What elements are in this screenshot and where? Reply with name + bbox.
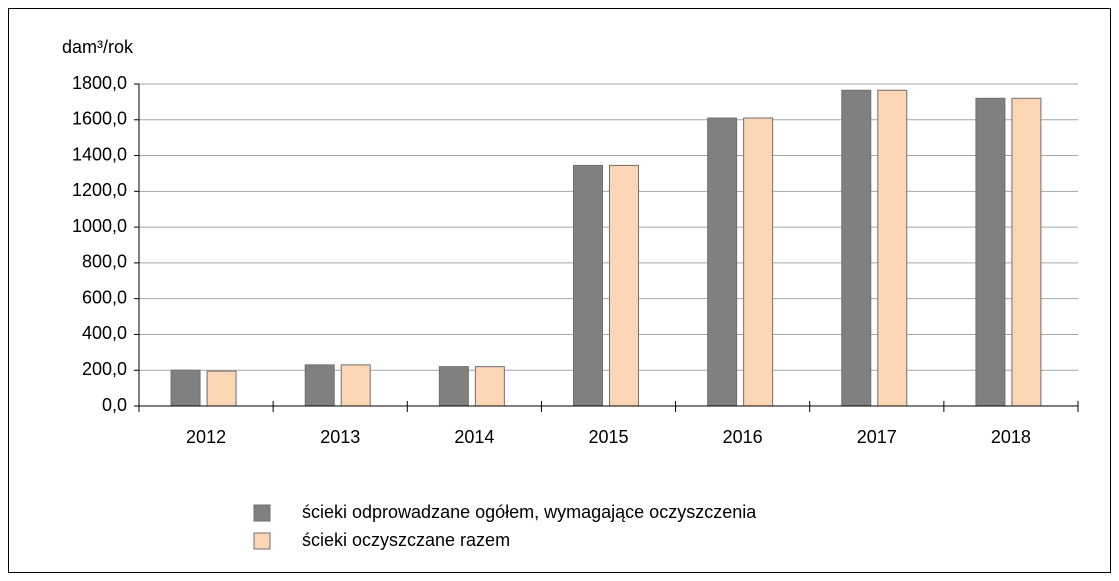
y-tick-label: 0,0 <box>102 395 127 415</box>
chart-frame <box>8 8 1111 573</box>
x-tick-label: 2014 <box>454 427 494 447</box>
y-tick-label: 1800,0 <box>72 73 127 93</box>
bar <box>877 89 908 407</box>
bar <box>206 370 237 407</box>
legend-swatch <box>253 532 271 550</box>
y-tick-label: 800,0 <box>82 252 127 272</box>
bar <box>609 164 639 407</box>
x-tick-label: 2017 <box>857 427 897 447</box>
y-tick-label: 1600,0 <box>72 109 127 129</box>
y-axis-title: dam³/rok <box>62 37 134 57</box>
y-tick-label: 1000,0 <box>72 216 127 236</box>
bar <box>707 117 738 407</box>
bar <box>474 366 505 407</box>
x-tick-label: 2012 <box>186 427 226 447</box>
bar <box>975 97 1006 407</box>
bar <box>438 366 469 407</box>
y-tick-label: 1200,0 <box>72 180 127 200</box>
bar <box>340 364 371 407</box>
x-tick-label: 2013 <box>320 427 360 447</box>
y-tick-label: 1400,0 <box>72 144 127 164</box>
x-tick-label: 2016 <box>723 427 763 447</box>
x-tick-label: 2015 <box>588 427 628 447</box>
bar <box>743 117 774 407</box>
x-tick-label: 2018 <box>991 427 1031 447</box>
y-tick-label: 600,0 <box>82 287 127 307</box>
bar <box>573 164 603 407</box>
bar <box>304 364 335 407</box>
legend-label: ścieki odprowadzane ogółem, wymagające o… <box>302 502 757 522</box>
bar <box>1011 97 1042 407</box>
legend-swatch <box>253 504 271 522</box>
y-tick-label: 200,0 <box>82 359 127 379</box>
legend-label: ścieki oczyszczane razem <box>302 530 510 550</box>
bar <box>841 89 872 407</box>
bar <box>170 369 201 407</box>
y-tick-label: 400,0 <box>82 323 127 343</box>
